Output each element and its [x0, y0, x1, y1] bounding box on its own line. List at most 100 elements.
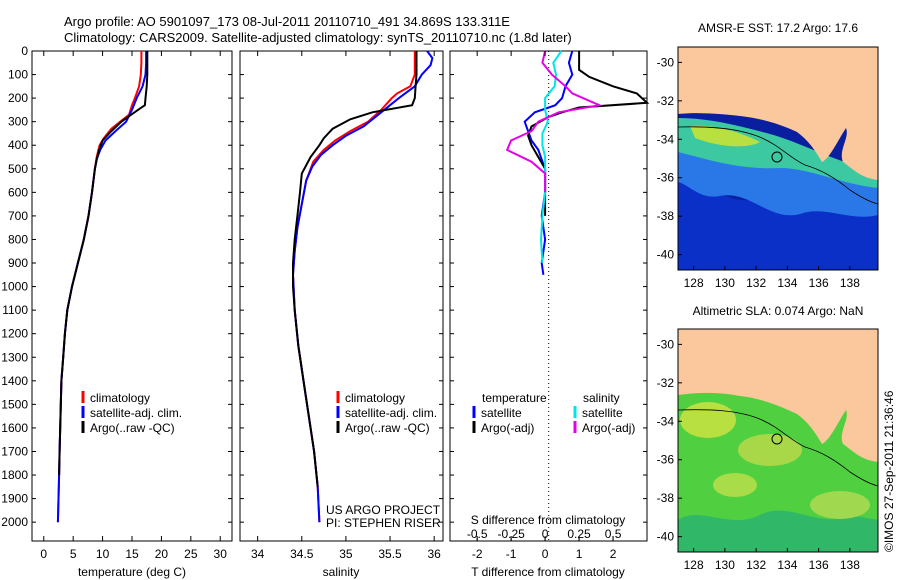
sst-map-xtick-label: 136 — [809, 276, 829, 290]
temperature-xtick-label: 25 — [184, 547, 198, 561]
temperature-diff-xlabel: T difference from climatology — [471, 565, 625, 579]
depth-tick-label: 1000 — [1, 280, 28, 294]
salinity-xtick-label: 34 — [251, 547, 265, 561]
sst-map-xtick-label: 134 — [777, 276, 797, 290]
depth-tick-label: 1200 — [1, 327, 28, 341]
legend-label-climatology: climatology — [345, 391, 405, 405]
depth-tick-label: 1800 — [1, 468, 28, 482]
sst-map-xtick-label: 132 — [746, 276, 766, 290]
legend-label-sal-satellite: satellite — [582, 406, 623, 420]
difference-x2tick-label: 0.25 — [567, 527, 591, 541]
sla-map-ytick-label: -30 — [657, 337, 675, 351]
salinity-diff-xlabel: S difference from climatology — [471, 513, 626, 527]
project-annotation: US ARGO PROJECT — [326, 503, 441, 517]
sst-map-panel: AMSR-E SST: 17.2 Argo: 17.6 128 130 132 134… — [657, 21, 879, 290]
salinity-frame — [239, 50, 444, 542]
sst-map-xtick-label: 138 — [840, 276, 860, 290]
legend-header-temperature: temperature — [482, 391, 547, 405]
sst-map-xtick-label: 130 — [715, 276, 735, 290]
difference-xtick-label: 0 — [542, 547, 549, 561]
salinity-legend: climatology satellite-adj. clim. Argo(..… — [336, 391, 437, 435]
depth-tick-label: 200 — [8, 91, 28, 105]
salinity-series-argo-raw-qc — [292, 51, 418, 487]
temperature-xtick-label: 10 — [96, 547, 110, 561]
sla-contour-line — [678, 409, 878, 487]
sst-map-ytick-label: -36 — [657, 171, 675, 185]
sst-warmest-patch — [690, 125, 760, 147]
depth-tick-label: 400 — [8, 138, 28, 152]
sla-argo-marker — [771, 433, 783, 445]
land — [678, 329, 878, 462]
depth-tick-label: 1100 — [2, 303, 28, 317]
depth-tick-label: 1400 — [1, 374, 28, 388]
land — [678, 47, 878, 180]
difference-x2tick-label: -0.25 — [497, 527, 525, 541]
legend-label-temp-argo: Argo(-adj) — [481, 421, 534, 435]
sla-map-xtick-label: 132 — [746, 558, 766, 572]
temperature-legend: climatology satellite-adj. clim. Argo(..… — [81, 391, 182, 435]
depth-tick-label: 800 — [8, 232, 28, 246]
depth-tick-label: 1300 — [1, 350, 28, 364]
sla-map-ytick-label: -36 — [657, 453, 675, 467]
sst-map-xtick-label: 128 — [684, 276, 704, 290]
legend-header-salinity: salinity — [583, 391, 620, 405]
legend-label-satellite: satellite-adj. clim. — [90, 406, 182, 420]
temperature-panel: 0 5 10 15 20 25 300100200300400500600700800900… — [1, 44, 233, 579]
sla-map-ytick-label: -32 — [657, 376, 675, 390]
legend-label-argo: Argo(..raw -QC) — [90, 421, 175, 435]
title-line-2: Climatology: CARS2009. Satellite-adjuste… — [64, 30, 572, 45]
temperature-xtick-label: 5 — [70, 547, 77, 561]
temperature-frame — [31, 50, 233, 542]
difference-xtick-label: 2 — [610, 547, 617, 561]
salinity-xtick-label: 35 — [339, 547, 353, 561]
side-stamp: ©IMOS 27-Sep-2011 21:36:46 — [882, 390, 896, 552]
sst-contour-line — [678, 126, 878, 205]
sla-high-patch — [810, 491, 870, 519]
sla-map-xtick-label: 130 — [715, 558, 735, 572]
temperature-series-argo-raw-qc — [58, 51, 149, 476]
depth-tick-label: 1500 — [1, 397, 28, 411]
difference-legend: temperature salinity satellite Argo(-adj… — [472, 391, 635, 435]
depth-tick-label: 300 — [8, 115, 28, 129]
depth-tick-label: 700 — [8, 209, 28, 223]
sla-map-xtick-label: 136 — [809, 558, 829, 572]
temperature-xtick-label: 20 — [155, 547, 169, 561]
depth-tick-label: 0 — [21, 44, 28, 58]
sla-map-ytick-label: -40 — [657, 530, 675, 544]
difference-x2tick-label: 0 — [542, 527, 549, 541]
difference-x2tick-label: -0.5 — [467, 527, 488, 541]
sst-map-ytick-label: -32 — [657, 94, 675, 108]
legend-label-argo: Argo(..raw -QC) — [345, 421, 430, 435]
sst-mid-band — [678, 148, 878, 217]
temperature-xtick-label: 30 — [214, 547, 228, 561]
sst-map-ytick-label: -38 — [657, 209, 675, 223]
sst-cool-band — [678, 170, 878, 270]
temperature-xtick-label: 15 — [125, 547, 139, 561]
depth-tick-label: 500 — [8, 162, 28, 176]
salinity-xtick-label: 35.5 — [378, 547, 402, 561]
sla-map-xtick-label: 138 — [840, 558, 860, 572]
sla-map-xtick-label: 134 — [777, 558, 797, 572]
depth-tick-label: 1600 — [1, 421, 28, 435]
depth-tick-label: 1700 — [1, 444, 28, 458]
depth-tick-label: 2000 — [1, 515, 28, 529]
difference-series-salinity-argo-adj — [505, 50, 603, 193]
temperature-xtick-label: 0 — [40, 547, 47, 561]
depth-tick-label: 100 — [8, 68, 28, 82]
salinity-xlabel: salinity — [323, 565, 360, 579]
legend-label-temp-satellite: satellite — [481, 406, 522, 420]
sla-map-title: Altimetric SLA: 0.074 Argo: NaN — [693, 304, 864, 318]
sst-map-frame — [677, 46, 879, 271]
sst-map-ytick-label: -40 — [657, 248, 675, 262]
salinity-panel: 34 34.5 35 35.5 36 salinity climatology sate… — [239, 50, 444, 579]
legend-label-satellite: satellite-adj. clim. — [345, 406, 437, 420]
sla-high-patch — [713, 473, 757, 497]
sst-argo-marker — [771, 151, 783, 163]
salinity-xtick-label: 34.5 — [290, 547, 314, 561]
legend-label-sal-argo: Argo(-adj) — [582, 421, 635, 435]
sla-high-patch — [680, 402, 736, 438]
sla-map-ytick-label: -38 — [657, 491, 675, 505]
sst-map-ytick-label: -30 — [657, 55, 675, 69]
sst-map-ytick-label: -34 — [657, 132, 675, 146]
